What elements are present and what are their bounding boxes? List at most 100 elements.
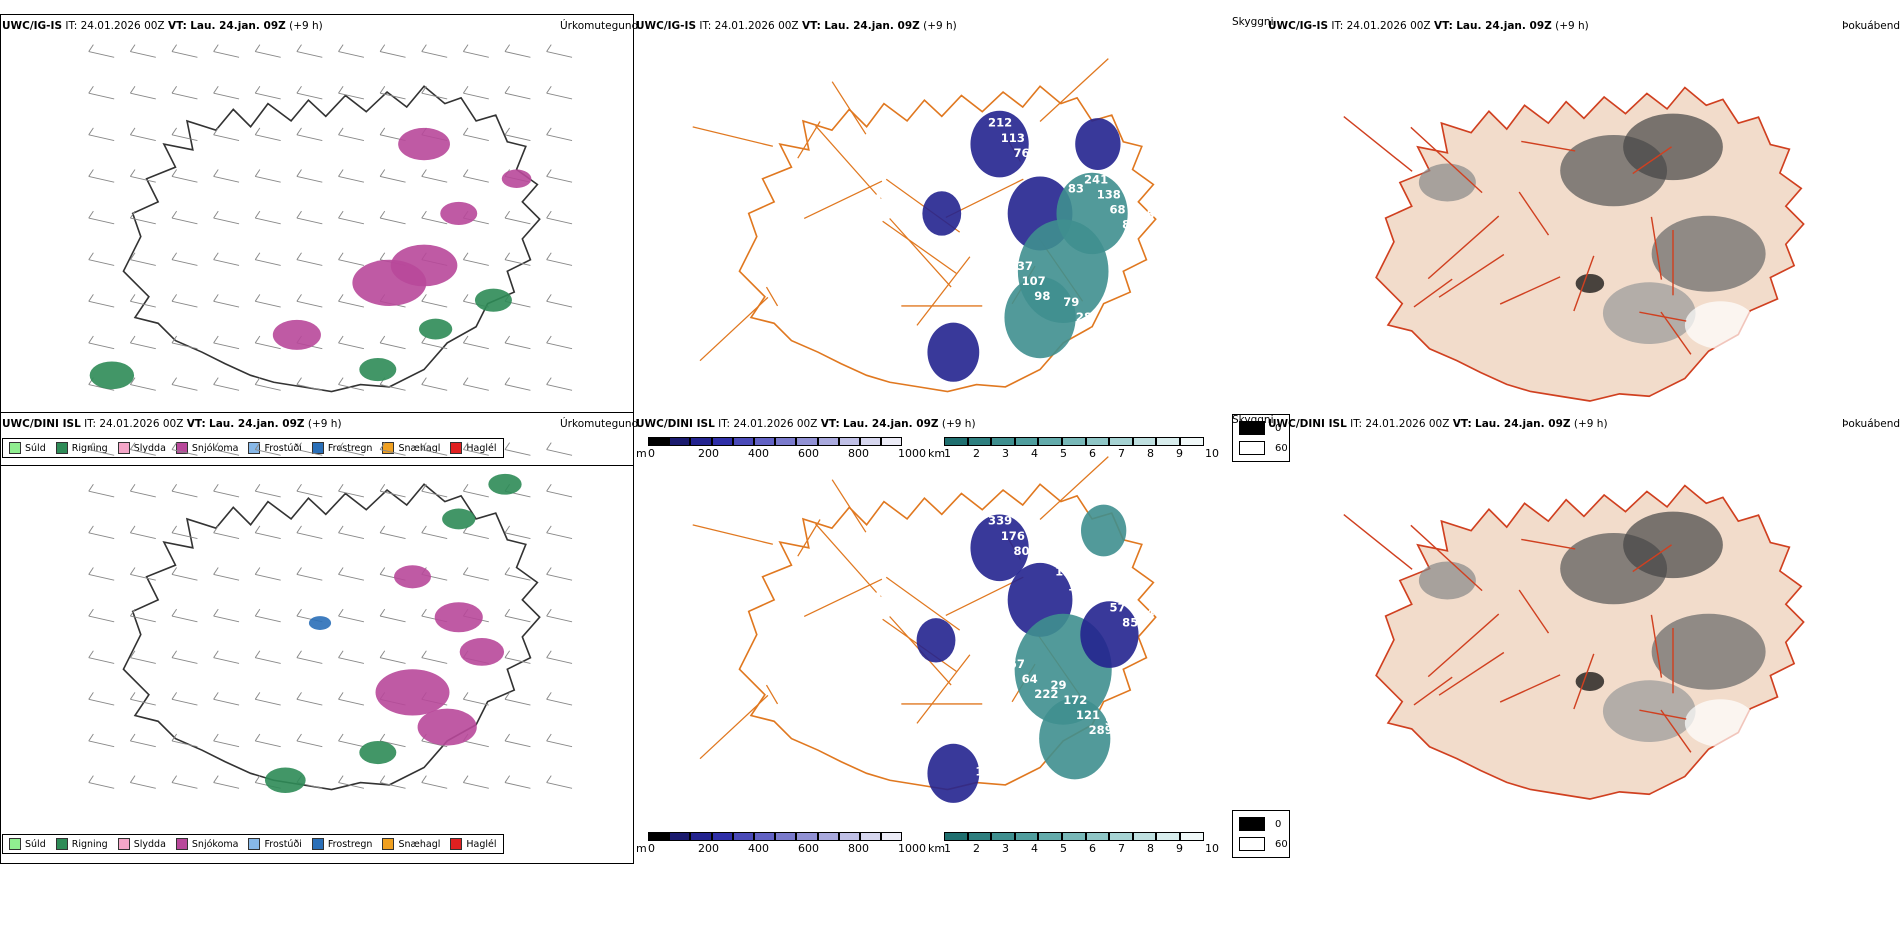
wind-barb (88, 51, 115, 58)
model-name: UWC/IG-IS (2, 20, 63, 32)
wind-barb (213, 335, 219, 344)
precip-area (272, 319, 321, 350)
lead-time: (+9 h) (1573, 418, 1608, 430)
road-line (765, 684, 779, 705)
wind-barb (421, 294, 427, 302)
wind-barb (213, 615, 240, 623)
legend-item: Haglél (450, 442, 497, 454)
wind-barb (546, 335, 552, 344)
valid-time-value: Lau. 24.jan. 09Z (843, 418, 939, 430)
wind-barb (130, 740, 156, 748)
colorbar-segment (817, 437, 839, 446)
wind-barb (338, 615, 365, 623)
wind-barb (296, 51, 323, 58)
wind-barb (213, 733, 219, 742)
ceiling-value-label: 80 (1013, 544, 1029, 558)
wind-barb (338, 175, 365, 183)
wind-barb (463, 782, 489, 789)
legend-swatch (311, 838, 324, 850)
panel-header: UWC/DINI ISL IT: 24.01.2026 00Z VT: Lau.… (636, 418, 976, 430)
legend-swatch (9, 442, 21, 454)
ceiling-value-label: 64 (1022, 672, 1038, 686)
wind-barb (379, 442, 386, 450)
wind-barb (213, 175, 240, 183)
ceiling-colorbar: m 0 200 400 600 800 1000 (636, 832, 926, 856)
model-name: UWC/IG-IS (636, 20, 697, 32)
colorbar-tick: 0 (648, 447, 655, 460)
wind-barb (254, 733, 261, 742)
colorbar-segment (881, 437, 903, 446)
wind-barb (379, 775, 386, 783)
ceiling-value-label: 172 (1063, 693, 1087, 707)
wind-barb (504, 775, 511, 783)
precip-type-legend: Súld Rigning Slydda Snjókoma Frostúði Frostre… (2, 834, 504, 854)
precip-map (88, 442, 573, 793)
wind-barb (129, 377, 136, 385)
visibility-map: 79 76 83 87 105 98 62 79 113 83 68 110 107 28 53 212 164… (692, 58, 1167, 393)
wind-barb (338, 217, 365, 225)
wind-barb (380, 449, 406, 456)
wind-barb (421, 175, 448, 183)
fog-area (1418, 163, 1476, 202)
wind-barb (130, 300, 156, 308)
wind-barb (296, 733, 302, 742)
wind-barb (296, 44, 302, 52)
road-line (1438, 253, 1505, 298)
ceiling-value-label: 77 (1042, 550, 1058, 564)
wind-barb (462, 252, 469, 260)
iceland-coastline (122, 85, 541, 393)
colorbar-tick: 800 (848, 447, 869, 460)
wind-barb (254, 210, 261, 219)
wind-barb (296, 740, 323, 748)
colorbar-segment (690, 832, 712, 841)
init-time-label: IT: (1331, 20, 1344, 32)
wind-barb (129, 692, 136, 700)
legend-swatch (175, 838, 188, 850)
road-line (916, 256, 971, 326)
road-line (1410, 524, 1483, 592)
legend-label: Slydda (133, 442, 166, 454)
wind-barb (171, 525, 178, 534)
legend-label: Snæhagl (398, 838, 441, 850)
legend-item: Súld (9, 442, 46, 454)
wind-barb (421, 44, 427, 52)
ceiling-value-label: 176 (1001, 529, 1025, 543)
wind-barb (546, 134, 573, 142)
legend-item: Frostregn (311, 838, 372, 850)
wind-barb (504, 782, 531, 789)
road-line (692, 524, 774, 545)
wind-barb (421, 217, 448, 225)
wind-barb (546, 698, 573, 706)
wind-barb (88, 782, 115, 789)
wind-barb (546, 252, 552, 260)
wind-barb (546, 449, 573, 456)
road-line (1573, 653, 1595, 710)
wind-barb (213, 92, 240, 100)
colorbar-tick: 600 (798, 447, 819, 460)
wind-barb (88, 740, 115, 748)
ceiling-value-label: 233 (975, 367, 999, 381)
road-line (1660, 709, 1692, 753)
wind-barb (296, 85, 302, 94)
road-line (1410, 126, 1483, 194)
wind-barb (171, 573, 198, 581)
wind-barb (171, 657, 198, 664)
wind-barb (88, 175, 115, 183)
wind-barb (88, 210, 94, 219)
precip-area (417, 708, 477, 746)
wind-barb (338, 342, 365, 350)
wind-barb (462, 483, 469, 492)
colorbar-segment (1109, 437, 1133, 446)
colorbar-segment (1062, 832, 1086, 841)
wind-barb (462, 294, 469, 302)
ceiling-value-label: 110 (967, 238, 991, 252)
wind-barb (255, 657, 281, 664)
colorbar-segment (1062, 437, 1086, 446)
wind-barb (546, 650, 552, 658)
init-time-value: 24.01.2026 00Z (714, 20, 799, 32)
road-line (815, 125, 878, 195)
wind-barb (463, 134, 489, 142)
wind-barb (546, 483, 552, 492)
wind-barb (421, 377, 427, 385)
panel-title: Skyggni (1232, 414, 1274, 426)
